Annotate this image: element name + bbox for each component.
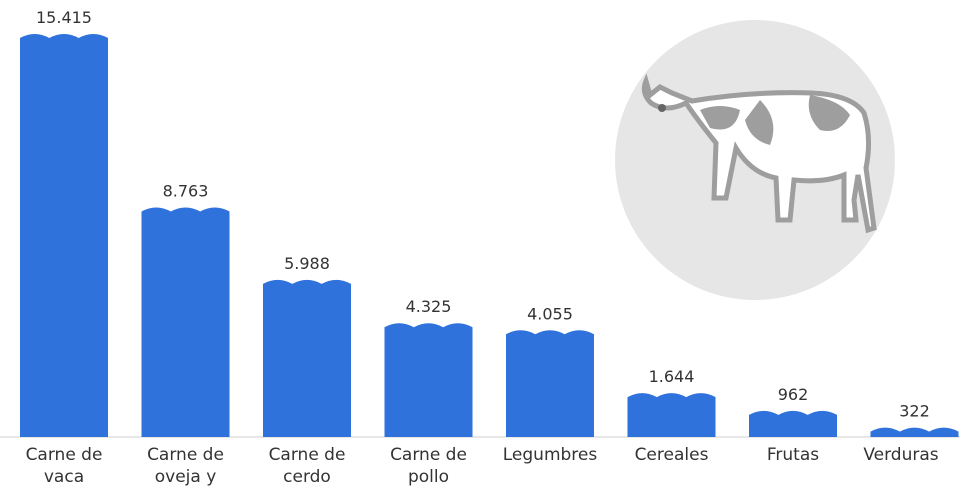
value-label: 15.415 [36, 8, 92, 27]
value-label: 5.988 [284, 254, 330, 273]
value-label: 4.325 [406, 297, 452, 316]
value-label: 8.763 [163, 181, 209, 200]
x-tick-label: Carne de cerdo [268, 445, 346, 487]
bar [263, 279, 351, 437]
bar [141, 207, 230, 437]
value-label: 962 [778, 385, 809, 404]
x-tick-label: Carne de oveja y [147, 445, 224, 487]
bar [384, 323, 473, 437]
value-label: 4.055 [527, 304, 573, 323]
bar [627, 393, 716, 437]
bar [749, 410, 837, 437]
bar [870, 427, 959, 437]
bar [20, 34, 108, 437]
x-tick-label: Carne de pollo [390, 445, 467, 487]
x-tick-label: Carne de vaca [25, 445, 103, 487]
x-tick-label: Frutas [766, 445, 820, 465]
x-tick-label: Verduras [863, 445, 939, 465]
bar [506, 330, 594, 437]
x-tick-label: Cereales [634, 445, 709, 465]
x-tick-label: Legumbres [502, 445, 598, 465]
value-label: 1.644 [649, 367, 695, 386]
cow-illustration [615, 20, 895, 300]
value-label: 322 [899, 402, 930, 421]
